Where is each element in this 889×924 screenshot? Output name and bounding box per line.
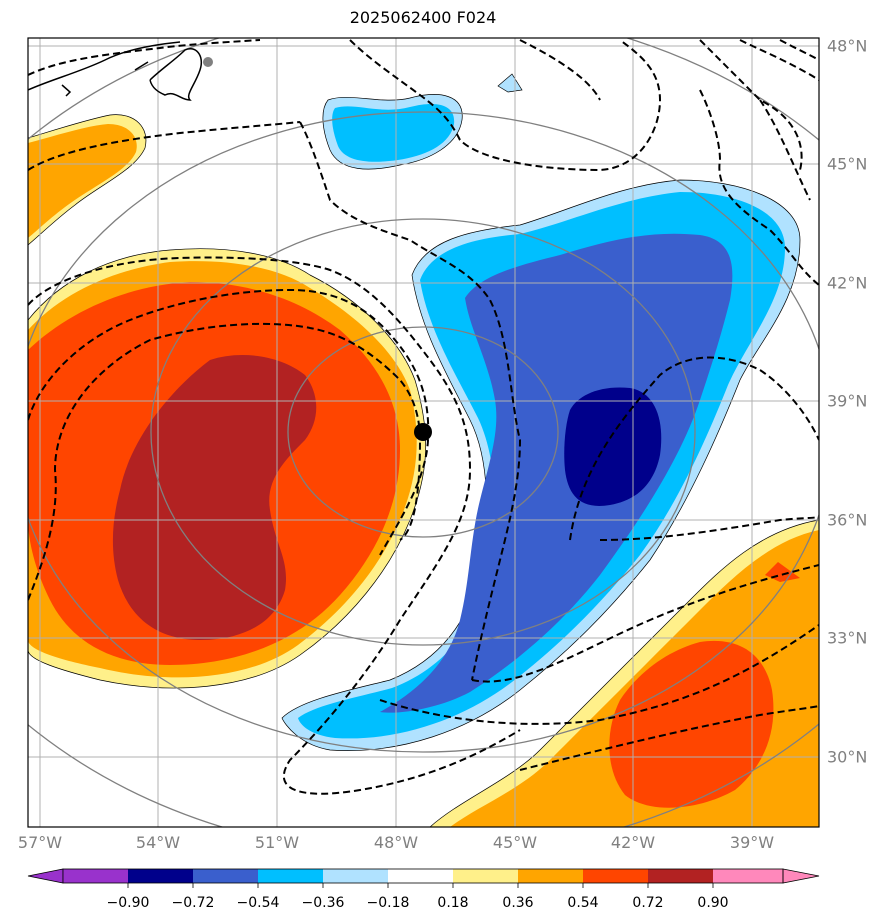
- lat-label-48n: 48°N: [827, 36, 868, 56]
- storm-center-marker: [414, 423, 432, 441]
- coast-dot: [203, 57, 213, 67]
- lon-label-57w: 57°W: [17, 833, 63, 852]
- range-rings: [28, 38, 819, 827]
- fill-0.72: [112, 355, 317, 640]
- graticule: [28, 38, 819, 827]
- map-title: 2025062400 F024: [349, 8, 497, 27]
- colorbar-label: 0.54: [567, 895, 599, 911]
- coastline: [28, 41, 202, 101]
- lon-label-54w: 54°W: [135, 833, 181, 852]
- colorbar-label: 0.18: [437, 895, 469, 911]
- lat-label-39n: 39°N: [827, 391, 868, 411]
- lat-label-36n: 36°N: [827, 510, 868, 530]
- lat-label-30n: 30°N: [827, 747, 868, 767]
- lat-label-42n: 42°N: [827, 273, 868, 293]
- positive-anomaly-northwest: [28, 114, 147, 246]
- dashed-contours: [28, 39, 819, 795]
- lat-label-33n: 33°N: [827, 628, 868, 648]
- colorbar-label: 0.36: [502, 895, 534, 911]
- negative-anomaly-north: [322, 73, 523, 170]
- lon-label-39w: 39°W: [729, 833, 775, 852]
- colorbar-extend-max: [782, 868, 820, 884]
- lon-label-45w: 45°W: [492, 833, 538, 852]
- colorbar-label: −0.72: [171, 895, 215, 911]
- lon-label-48w: 48°W: [373, 833, 419, 852]
- lon-label-51w: 51°W: [254, 833, 300, 852]
- lon-label-42w: 42°W: [610, 833, 656, 852]
- colorbar-label: −0.36: [301, 895, 345, 911]
- plot-frame: [27, 37, 820, 828]
- negative-anomaly-central: [281, 179, 801, 751]
- colorbar-label: −0.90: [106, 895, 150, 911]
- colorbar-label: 0.72: [632, 895, 664, 911]
- fill--0.54: [380, 233, 733, 713]
- lat-label-45n: 45°N: [827, 154, 868, 174]
- map-plot-area: [28, 38, 819, 827]
- colorbar-label: −0.18: [366, 895, 410, 911]
- positive-anomaly-southeast: [429, 519, 819, 827]
- colorbar: [27, 868, 820, 888]
- colorbar-label: −0.54: [236, 895, 280, 911]
- colorbar-extend-min: [27, 868, 64, 884]
- colorbar-label: 0.90: [697, 895, 729, 911]
